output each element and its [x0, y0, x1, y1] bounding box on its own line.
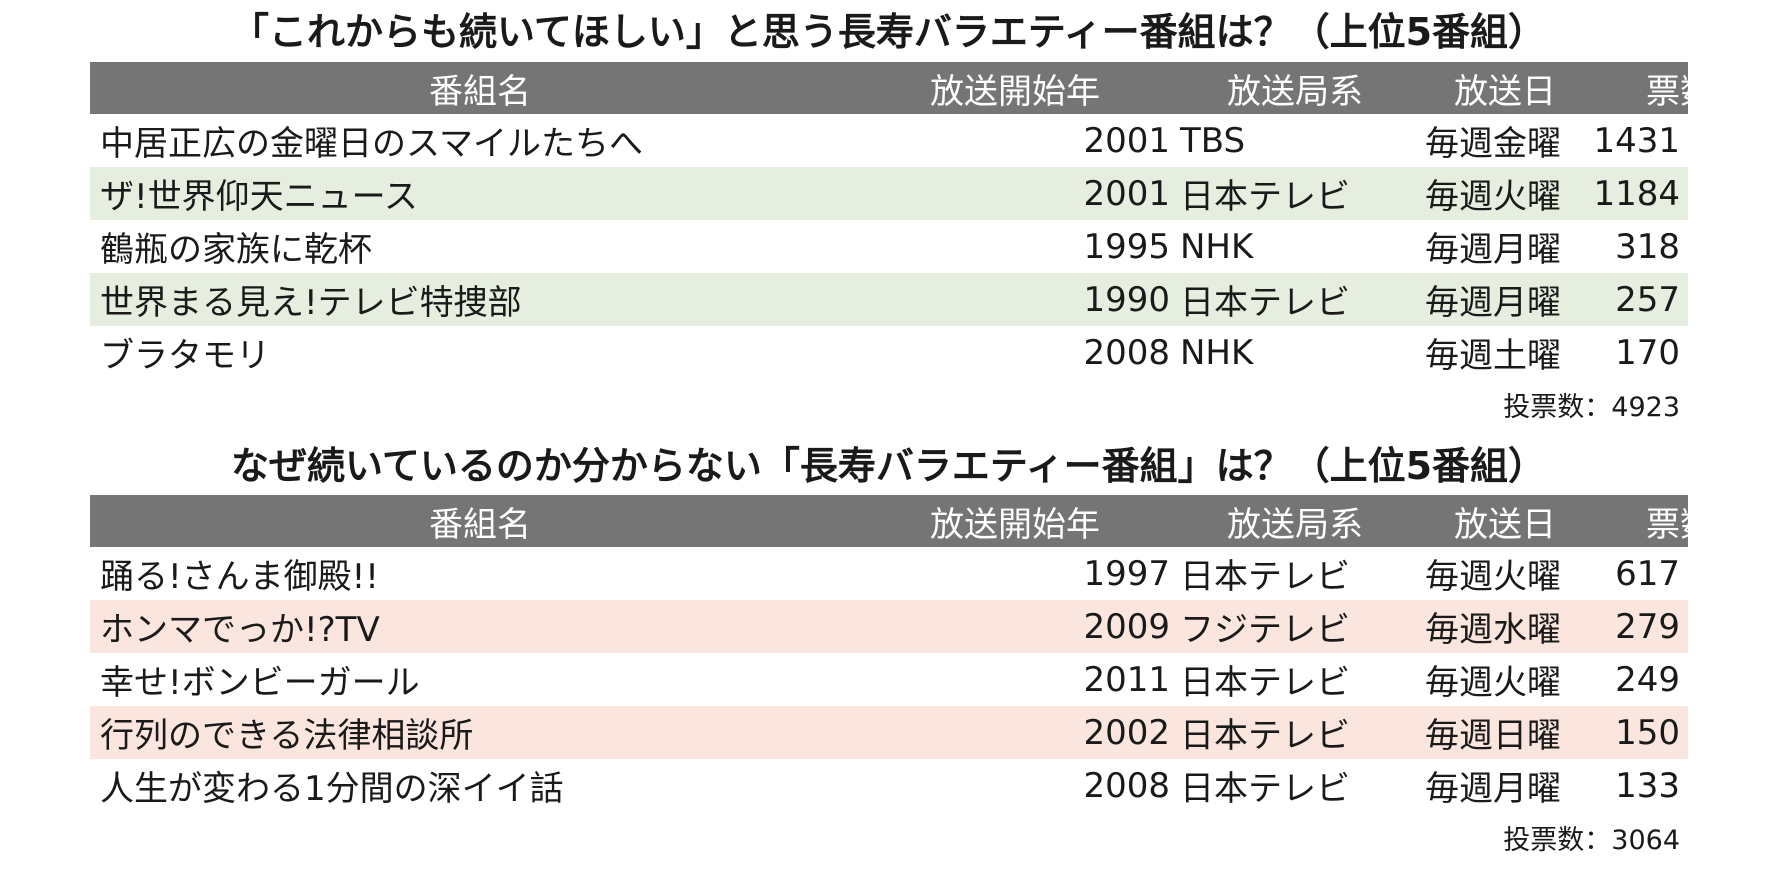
ranking-table-continue: 番組名 放送開始年 放送局系 放送日 票数 中居正広の金曜日のスマイルたちへ 2…	[90, 62, 1714, 379]
program-name: 幸せ!ボンビーガール	[100, 663, 420, 703]
table-row: ホンマでっか!?TV 2009 フジテレビ 毎週水曜 279	[90, 600, 1688, 653]
votes: 617	[1615, 553, 1680, 594]
broadcast-day: 毎週月曜	[1425, 769, 1561, 809]
votes: 150	[1615, 712, 1680, 753]
table-row: 踊る!さんま御殿!! 1997 日本テレビ 毎週火曜 617	[90, 547, 1688, 600]
station: フジテレビ	[1180, 610, 1350, 650]
header-program-name: 番組名	[429, 504, 531, 545]
votes: 170	[1615, 332, 1680, 373]
header-start-year: 放送開始年	[930, 504, 1100, 545]
table-header-row: 番組名 放送開始年 放送局系 放送日 票数	[90, 62, 1714, 114]
table-row: 人生が変わる1分間の深イイ話 2008 日本テレビ 毎週月曜 133	[90, 759, 1688, 812]
header-votes: 票数	[1646, 71, 1714, 112]
program-name: ブラタモリ	[100, 336, 270, 376]
total-votes: 投票数：4923	[1503, 392, 1680, 423]
program-name: 踊る!さんま御殿!!	[100, 557, 379, 597]
start-year: 2009	[1083, 606, 1170, 647]
station: 日本テレビ	[1180, 177, 1350, 217]
start-year: 2001	[1083, 120, 1170, 161]
broadcast-day: 毎週火曜	[1425, 557, 1561, 597]
header-start-year: 放送開始年	[930, 71, 1100, 112]
broadcast-day: 毎週火曜	[1425, 177, 1561, 217]
table-row: ザ!世界仰天ニュース 2001 日本テレビ 毎週火曜 1184	[90, 167, 1688, 220]
station: 日本テレビ	[1180, 769, 1350, 809]
station: 日本テレビ	[1180, 663, 1350, 703]
station: NHK	[1180, 226, 1254, 267]
start-year: 2008	[1083, 332, 1170, 373]
votes: 1431	[1593, 120, 1680, 161]
program-name: 行列のできる法律相談所	[100, 716, 474, 756]
header-station: 放送局系	[1227, 71, 1363, 112]
start-year: 2011	[1083, 659, 1170, 700]
broadcast-day: 毎週土曜	[1425, 336, 1561, 376]
votes: 279	[1615, 606, 1680, 647]
header-program-name: 番組名	[429, 71, 531, 112]
program-name: ホンマでっか!?TV	[100, 610, 380, 650]
votes: 249	[1615, 659, 1680, 700]
start-year: 2001	[1083, 173, 1170, 214]
ranking-table-puzzling: 番組名 放送開始年 放送局系 放送日 票数 踊る!さんま御殿!! 1997 日本…	[90, 495, 1714, 812]
table-row: ブラタモリ 2008 NHK 毎週土曜 170	[90, 326, 1688, 379]
header-broadcast-day: 放送日	[1454, 504, 1556, 545]
station: TBS	[1180, 120, 1246, 161]
table-row: 鶴瓶の家族に乾杯 1995 NHK 毎週月曜 318	[90, 220, 1688, 273]
broadcast-day: 毎週金曜	[1425, 124, 1561, 164]
program-name: 鶴瓶の家族に乾杯	[100, 230, 372, 270]
broadcast-day: 毎週日曜	[1425, 716, 1561, 756]
table-row: 世界まる見え!テレビ特捜部 1990 日本テレビ 毎週月曜 257	[90, 273, 1688, 326]
table-row: 行列のできる法律相談所 2002 日本テレビ 毎週日曜 150	[90, 706, 1688, 759]
broadcast-day: 毎週月曜	[1425, 230, 1561, 270]
start-year: 2008	[1083, 765, 1170, 806]
table-header-row: 番組名 放送開始年 放送局系 放送日 票数	[90, 495, 1714, 547]
program-name: ザ!世界仰天ニュース	[100, 177, 418, 217]
station: 日本テレビ	[1180, 557, 1350, 597]
program-name: 中居正広の金曜日のスマイルたちへ	[100, 124, 643, 164]
start-year: 1995	[1083, 226, 1170, 267]
votes: 318	[1615, 226, 1680, 267]
station: NHK	[1180, 332, 1254, 373]
table1-title: 「これからも続いてほしい」と思う長寿バラエティー番組は？（上位5番組）	[230, 10, 1547, 54]
start-year: 2002	[1083, 712, 1170, 753]
start-year: 1990	[1083, 279, 1170, 320]
table-row: 中居正広の金曜日のスマイルたちへ 2001 TBS 毎週金曜 1431	[90, 114, 1688, 167]
header-broadcast-day: 放送日	[1454, 71, 1556, 112]
broadcast-day: 毎週火曜	[1425, 663, 1561, 703]
broadcast-day: 毎週月曜	[1425, 283, 1561, 323]
table2-title: なぜ続いているのか分からない「長寿バラエティー番組」は？（上位5番組）	[230, 444, 1547, 488]
header-votes: 票数	[1646, 504, 1714, 545]
total-votes: 投票数：3064	[1503, 825, 1680, 856]
votes: 1184	[1593, 173, 1680, 214]
votes: 133	[1615, 765, 1680, 806]
station: 日本テレビ	[1180, 283, 1350, 323]
votes: 257	[1615, 279, 1680, 320]
station: 日本テレビ	[1180, 716, 1350, 756]
program-name: 世界まる見え!テレビ特捜部	[100, 283, 522, 323]
program-name: 人生が変わる1分間の深イイ話	[100, 769, 564, 809]
header-station: 放送局系	[1227, 504, 1363, 545]
table-row: 幸せ!ボンビーガール 2011 日本テレビ 毎週火曜 249	[90, 653, 1688, 706]
start-year: 1997	[1083, 553, 1170, 594]
broadcast-day: 毎週水曜	[1425, 610, 1561, 650]
